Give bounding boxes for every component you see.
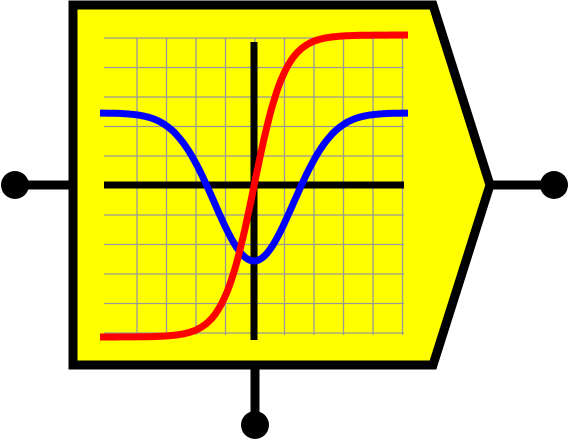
inverted-bell-curve bbox=[100, 109, 408, 265]
sigmoid-curve bbox=[100, 31, 408, 341]
output-port-dot[interactable] bbox=[540, 171, 568, 199]
control-port-dot[interactable] bbox=[241, 411, 269, 439]
input-port-dot[interactable] bbox=[1, 171, 29, 199]
